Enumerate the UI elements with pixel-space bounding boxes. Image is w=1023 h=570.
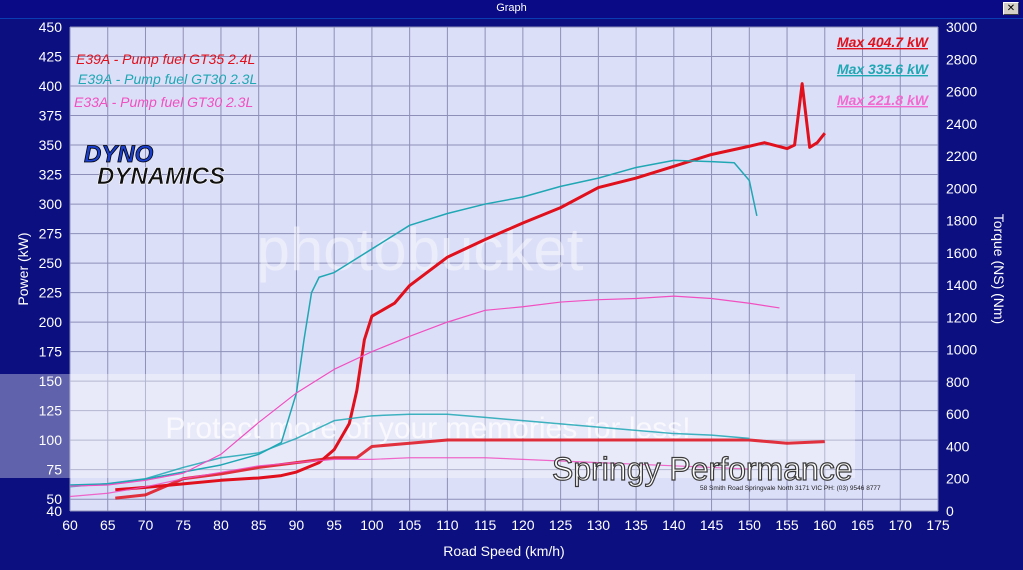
power-line-series-1 — [115, 82, 826, 492]
y-tick-label: 375 — [39, 108, 63, 124]
y-tick-label: 175 — [39, 344, 63, 360]
y-tick-label: 350 — [39, 137, 63, 153]
x-tick-label: 105 — [398, 517, 422, 533]
series-group — [69, 82, 826, 500]
y2-tick-label: 0 — [946, 503, 954, 519]
grid — [69, 26, 939, 512]
y-tick-label: 275 — [39, 226, 63, 242]
x-tick-label: 120 — [511, 517, 535, 533]
y2-tick-label: 2800 — [946, 51, 977, 67]
x-tick-label: 140 — [662, 517, 686, 533]
x-axis-label: Road Speed (km/h) — [443, 543, 564, 559]
y2-tick-label: 600 — [946, 406, 970, 422]
brand-address: 58 Smith Road Springvale North 3171 VIC … — [700, 485, 881, 492]
logo-line2: DYNAMICS — [97, 163, 225, 190]
y-tick-label: 250 — [39, 255, 63, 271]
max-label-2: Max 335.6 kW — [837, 61, 930, 77]
y2-tick-label: 1200 — [946, 309, 977, 325]
y-tick-label: 40 — [46, 503, 62, 519]
y-tick-label: 150 — [39, 373, 63, 389]
y-tick-label: 325 — [39, 167, 63, 183]
x-tick-label: 65 — [100, 517, 116, 533]
x-tick-label: 90 — [289, 517, 305, 533]
x-tick-label: 160 — [813, 517, 837, 533]
x-tick-label: 85 — [251, 517, 267, 533]
y2-tick-label: 1800 — [946, 213, 977, 229]
brand-name: Springy Performance — [552, 451, 853, 487]
plot-area — [70, 27, 938, 511]
max-label-1: Max 404.7 kW — [837, 34, 930, 50]
axis-ticks: 60 65 70 75 80 85 90 95 100 105 110 115 120 125 130 135… — [39, 19, 978, 533]
y-tick-label: 50 — [46, 491, 62, 507]
y2-tick-label: 2600 — [946, 84, 977, 100]
y-tick-label: 125 — [39, 403, 63, 419]
x-tick-label: 165 — [851, 517, 875, 533]
y-tick-label: 75 — [46, 462, 62, 478]
y-tick-label: 200 — [39, 314, 63, 330]
x-tick-label: 170 — [889, 517, 913, 533]
y-tick-label: 100 — [39, 432, 63, 448]
x-tick-label: 115 — [474, 517, 497, 533]
y2-axis-label: Torque (NS) (Nm) — [991, 214, 1007, 324]
x-tick-label: 60 — [62, 517, 78, 533]
x-tick-label: 175 — [926, 517, 950, 533]
x-tick-label: 145 — [700, 517, 724, 533]
y2-tick-label: 200 — [946, 471, 970, 487]
dyno-dynamics-logo: DYNO DYNAMICS — [84, 141, 226, 191]
torque-line-series-1 — [115, 438, 825, 500]
x-tick-label: 70 — [138, 517, 154, 533]
x-tick-label: 125 — [549, 517, 573, 533]
x-tick-label: 150 — [738, 517, 762, 533]
y2-tick-label: 400 — [946, 438, 970, 454]
y-tick-label: 400 — [39, 78, 63, 94]
legend-entry-3: E33A - Pump fuel GT30 2.3L — [74, 94, 253, 110]
torque-line-series-2 — [69, 413, 750, 488]
y2-tick-label: 2400 — [946, 116, 977, 132]
x-tick-label: 100 — [360, 517, 384, 533]
x-tick-label: 135 — [624, 517, 648, 533]
y-tick-label: 450 — [39, 19, 63, 35]
window-titlebar: Graph ✕ — [0, 0, 1023, 19]
y-tick-label: 300 — [39, 196, 63, 212]
y2-tick-label: 2200 — [946, 148, 977, 164]
legend-entry-2: E39A - Pump fuel GT30 2.3L — [78, 71, 257, 87]
y2-tick-label: 1000 — [946, 342, 977, 358]
close-button[interactable]: ✕ — [1003, 2, 1019, 15]
x-tick-label: 80 — [213, 517, 229, 533]
window-title: Graph — [496, 2, 527, 14]
y2-tick-label: 1600 — [946, 245, 977, 261]
y-tick-label: 225 — [39, 285, 63, 301]
power-line-series-2 — [69, 159, 758, 486]
y2-tick-label: 800 — [946, 374, 970, 390]
watermark-banner — [0, 374, 855, 478]
power-line-series-3 — [69, 295, 780, 487]
torque-line-series-3 — [69, 457, 750, 498]
y2-tick-label: 2000 — [946, 180, 977, 196]
y2-tick-label: 3000 — [946, 19, 977, 35]
x-tick-label: 130 — [587, 517, 611, 533]
x-tick-label: 110 — [436, 517, 459, 533]
x-tick-label: 95 — [326, 517, 342, 533]
max-label-3: Max 221.8 kW — [837, 92, 930, 108]
y-axis-label: Power (kW) — [15, 232, 31, 305]
watermark-text: photobucket — [257, 216, 584, 283]
x-tick-label: 75 — [175, 517, 191, 533]
legend-entry-1: E39A - Pump fuel GT35 2.4L — [76, 51, 255, 67]
logo-line1: DYNO — [84, 141, 154, 168]
y2-tick-label: 1400 — [946, 277, 977, 293]
x-tick-label: 155 — [775, 517, 799, 533]
y-tick-label: 425 — [39, 49, 63, 65]
